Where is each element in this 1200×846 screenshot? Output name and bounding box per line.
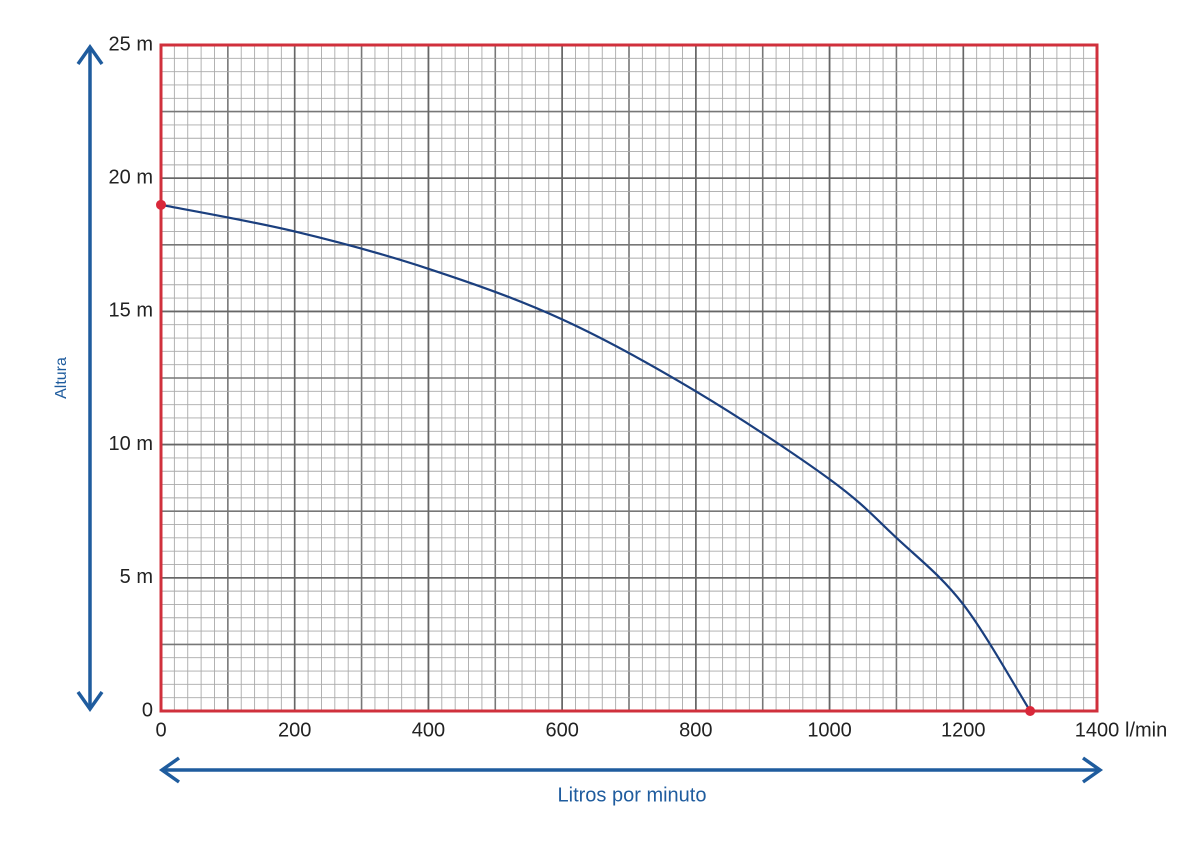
y-axis-label: Altura <box>53 357 70 399</box>
curve <box>160 203 1032 712</box>
y-tick-label: 15 m <box>109 300 153 322</box>
x-tick-label: 1400 <box>1075 719 1120 741</box>
plot-frame <box>159 43 1099 713</box>
y-tick-label: 20 m <box>109 166 153 188</box>
x-unit-label: l/min <box>1125 719 1167 741</box>
y-tick-label: 10 m <box>109 433 153 455</box>
y-tick-label: 5 m <box>120 566 153 588</box>
x-tick-label: 400 <box>412 719 445 741</box>
end-point <box>156 199 166 210</box>
x-tick-label: 600 <box>545 719 578 741</box>
y-tick-label: 25 m <box>109 33 153 55</box>
end-point <box>1025 706 1036 716</box>
y-tick-label: 0 <box>142 699 153 721</box>
x-tick-label: 0 <box>155 719 166 741</box>
x-tick-label: 1000 <box>807 719 852 741</box>
x-tick-label: 800 <box>679 719 712 741</box>
x-tick-label: 200 <box>278 719 311 741</box>
x-tick-label: 1200 <box>941 719 986 741</box>
arrow-head <box>158 756 1104 784</box>
arrow-head <box>76 43 104 713</box>
x-axis-label: Litros por minuto <box>558 784 707 806</box>
